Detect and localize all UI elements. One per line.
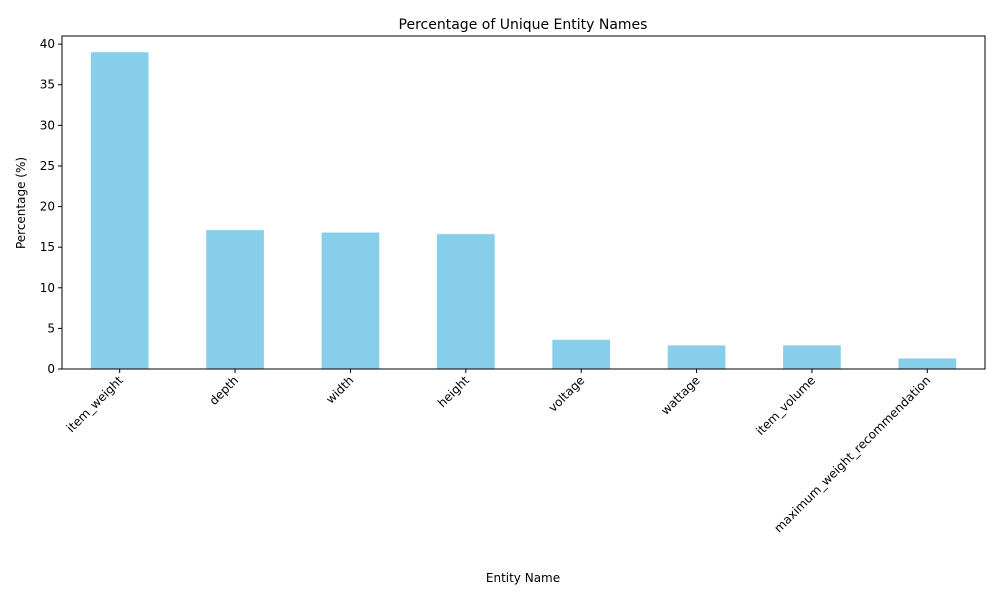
x-tick-label: width xyxy=(323,373,356,406)
y-tick-label: 40 xyxy=(40,37,55,51)
bar-voltage xyxy=(552,339,611,369)
x-tick-label: depth xyxy=(207,373,242,408)
y-tick-label: 5 xyxy=(47,321,55,335)
y-tick-label: 15 xyxy=(40,240,55,254)
x-tick-label: voltage xyxy=(546,373,588,415)
y-tick-label: 25 xyxy=(40,159,55,173)
y-tick-label: 30 xyxy=(40,118,55,132)
x-tick-label: wattage xyxy=(658,373,703,418)
y-tick-label: 10 xyxy=(40,281,55,295)
chart-title: Percentage of Unique Entity Names xyxy=(399,17,648,33)
x-axis: item_weight depth width height voltage wattag… xyxy=(64,369,933,535)
bar-width xyxy=(321,232,380,369)
bars-group xyxy=(90,52,957,370)
y-tick-label: 20 xyxy=(40,200,55,214)
plot-frame xyxy=(61,35,986,370)
y-axis-label: Percentage (%) xyxy=(14,157,28,249)
y-axis: 0 5 10 15 20 25 30 35 40 xyxy=(40,37,62,376)
bar-height xyxy=(436,234,495,369)
bar-depth xyxy=(206,230,264,369)
bar-item_volume xyxy=(783,345,841,369)
bar-item_weight xyxy=(90,52,149,370)
bar-maximum_weight_recommendation xyxy=(898,358,957,369)
bar-wattage xyxy=(667,345,726,369)
x-tick-label: height xyxy=(435,373,472,410)
x-tick-label: item_weight xyxy=(64,373,126,435)
x-tick-label: item_volume xyxy=(753,373,818,438)
x-axis-label: Entity Name xyxy=(486,571,560,585)
y-tick-label: 35 xyxy=(40,78,55,92)
y-tick-label: 0 xyxy=(47,362,55,376)
